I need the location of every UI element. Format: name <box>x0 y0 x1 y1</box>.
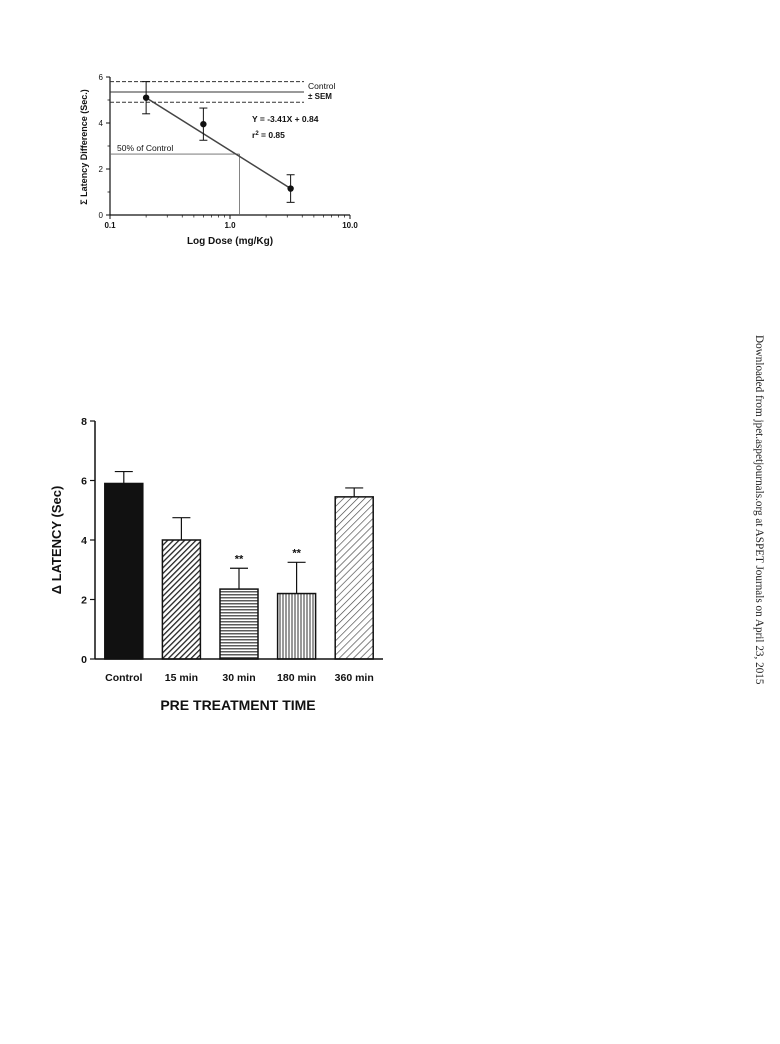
chart2-category-label: 360 min <box>335 672 374 684</box>
chart2-category-label: 15 min <box>165 672 198 684</box>
chart1-equation: Y = -3.41X + 0.84 <box>252 114 319 124</box>
chart1-sem-label: ± SEM <box>308 92 332 101</box>
chart2-bar <box>276 592 317 660</box>
chart2-bar <box>161 539 202 660</box>
chart2-y-tick-label: 6 <box>81 476 87 488</box>
chart2-bar <box>104 482 144 660</box>
chart1-x-axis-title: Log Dose (mg/Kg) <box>187 236 273 247</box>
chart1-half-control <box>110 153 240 215</box>
chart1-regression <box>145 97 292 190</box>
chart1-regression-line <box>145 97 292 190</box>
chart1-half-control-label: 50% of Control <box>117 143 173 153</box>
chart2-y-tick-label: 2 <box>81 595 87 607</box>
chart2-bar <box>334 496 374 660</box>
chart2-bars: ** ** <box>104 470 374 660</box>
chart2-category-label: 30 min <box>222 672 255 684</box>
chart1-r2: r2 = 0.85 <box>252 130 285 140</box>
chart2-y-axis-title: Δ LATENCY (Sec) <box>49 486 64 595</box>
chart1-x-tick-label: 1.0 <box>224 221 236 230</box>
chart1-x-tick-label: 0.1 <box>104 221 116 230</box>
chart1-data-point <box>287 185 294 192</box>
chart1-control-lines <box>110 81 304 103</box>
chart2-bar <box>219 588 259 660</box>
chart1-x-tick-label: 10.0 <box>342 221 358 230</box>
pretreatment-bar-chart: ** ** Control 15 min 30 min 180 min 360 min 0 2… <box>49 416 383 713</box>
chart1-control-label: Control <box>308 81 336 91</box>
chart2-x-axis-title: PRE TREATMENT TIME <box>160 697 315 713</box>
chart2-category-label: 180 min <box>277 672 316 684</box>
chart2-labels: PRE TREATMENT TIME Δ LATENCY (Sec) <box>49 486 316 713</box>
chart1-y-tick-label: 4 <box>99 119 104 128</box>
chart1-data-point <box>200 120 207 128</box>
dose-response-chart: 0 2 4 6 0.1 1.0 10.0 Control ± SEM Y = -3.41X … <box>79 73 358 247</box>
chart2-significance-label: ** <box>235 553 244 565</box>
download-watermark: Downloaded from jpet.aspetjournals.org a… <box>753 335 765 685</box>
chart2-y-tick-label: 8 <box>81 416 87 428</box>
chart1-labels: Control ± SEM Y = -3.41X + 0.84 r2 = 0.8… <box>79 81 336 247</box>
chart1-data-point <box>142 94 150 101</box>
chart2-significance-label: ** <box>292 547 301 559</box>
chart1-points <box>142 81 295 203</box>
chart2-y-tick-label: 4 <box>81 535 87 547</box>
chart2-axes: Control 15 min 30 min 180 min 360 min 0 2 4 6 8 <box>81 416 383 684</box>
chart2-category-label: Control <box>105 672 142 684</box>
chart1-y-tick-label: 6 <box>99 73 104 82</box>
chart1-y-tick-label: 0 <box>99 211 104 220</box>
chart1-y-tick-label: 2 <box>99 165 104 174</box>
chart1-axes: 0 2 4 6 0.1 1.0 10.0 <box>99 73 359 230</box>
chart2-y-tick-label: 0 <box>81 654 87 666</box>
chart1-y-axis-title: Σ Latency Difference (Sec.) <box>79 89 89 204</box>
